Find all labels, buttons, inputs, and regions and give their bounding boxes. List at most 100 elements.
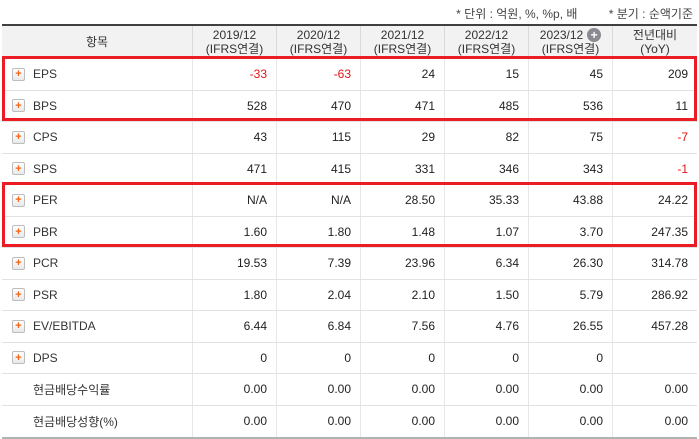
row-label: DPS (33, 350, 58, 365)
table-row--: 현금배당수익률 0.00 0.00 0.00 0.00 0.00 0.00 (2, 374, 697, 406)
value-cell: 24 (360, 59, 444, 90)
value-cell: 0 (360, 342, 444, 373)
value-cell: 11 (612, 90, 697, 121)
value-cell: 6.84 (276, 311, 360, 342)
value-cell: 115 (276, 122, 360, 153)
table-row--: 현금배당성향(%) 0.00 0.00 0.00 0.00 0.00 0.00 (2, 405, 697, 438)
value-cell: 45 (528, 59, 612, 90)
value-cell: 26.30 (528, 248, 612, 279)
value-cell: 314.78 (612, 248, 697, 279)
value-cell: -7 (612, 122, 697, 153)
row-label: PER (33, 193, 58, 208)
value-cell: 0 (192, 342, 276, 373)
plus-icon[interactable]: + (12, 288, 25, 302)
plus-icon[interactable]: + (12, 256, 25, 270)
column-header-basis: (YoY) (640, 42, 670, 56)
value-cell: 0.00 (444, 405, 528, 437)
value-cell: 43 (192, 122, 276, 153)
row-label: PSR (33, 287, 58, 302)
value-cell: 0.00 (360, 405, 444, 437)
value-cell: 0.00 (444, 374, 528, 405)
row-label-cell: 현금배당성향(%) (2, 406, 192, 438)
table-row-dps: + DPS 0 0 0 0 0 (2, 342, 697, 374)
value-cell: 7.39 (276, 248, 360, 279)
value-cell: 3.70 (528, 216, 612, 247)
row-label: PCR (33, 256, 59, 271)
table-header-row: 항목 2019/12 (IFRS연결) 2020/12 (IFRS연결) 2021/12… (2, 26, 697, 59)
value-cell: 2.10 (360, 279, 444, 310)
table-row-eps: + EPS -33 -63 24 15 45 209 (2, 59, 697, 91)
column-header-period: 2019/12 (212, 28, 257, 42)
value-cell: 0.00 (612, 405, 697, 437)
row-label-cell: + CPS (2, 122, 192, 153)
value-cell: 346 (444, 153, 528, 184)
table-row-sps: + SPS 471 415 331 346 343 -1 (2, 153, 697, 185)
plus-icon[interactable]: + (12, 67, 25, 81)
value-cell: 1.48 (360, 216, 444, 247)
value-cell: 19.53 (192, 248, 276, 279)
plus-icon[interactable]: + (12, 130, 25, 144)
value-cell: 0 (444, 342, 528, 373)
value-cell: 1.60 (192, 216, 276, 247)
column-header-period: 2020/12 (296, 28, 341, 42)
value-cell: 24.22 (612, 185, 697, 216)
value-cell: 415 (276, 153, 360, 184)
table-row-ev-ebitda: + EV/EBITDA 6.44 6.84 7.56 4.76 26.55 457.28 (2, 311, 697, 343)
value-cell: 26.55 (528, 311, 612, 342)
value-cell: 0.00 (192, 374, 276, 405)
value-cell: 29 (360, 122, 444, 153)
value-cell: 0 (276, 342, 360, 373)
row-label-cell: + DPS (2, 343, 192, 374)
row-label: EPS (33, 67, 58, 82)
row-label-cell: + PCR (2, 248, 192, 279)
value-cell: 6.34 (444, 248, 528, 279)
column-header-basis: (IFRS연결) (373, 42, 432, 56)
circle-plus-icon[interactable]: + (587, 28, 602, 42)
row-label-cell: + PSR (2, 280, 192, 311)
value-cell: 35.33 (444, 185, 528, 216)
value-cell: 15 (444, 59, 528, 90)
column-header-period: 2023/12 (539, 28, 584, 42)
column-header-basis: (IFRS연결) (457, 42, 516, 56)
value-cell: 7.56 (360, 311, 444, 342)
value-cell: 485 (444, 90, 528, 121)
value-cell: -63 (276, 59, 360, 90)
table-notes: * 단위 : 억원, %, %p, 배 * 분기 : 순액기준 (0, 0, 699, 24)
value-cell: 43.88 (528, 185, 612, 216)
plus-icon[interactable]: + (12, 351, 25, 365)
value-cell: -33 (192, 59, 276, 90)
value-cell: 471 (360, 90, 444, 121)
table-row-bps: + BPS 528 470 471 485 536 11 (2, 90, 697, 122)
column-header-2023/12: 2023/12 + (IFRS연결) (528, 26, 612, 58)
plus-icon[interactable]: + (12, 162, 25, 176)
row-label-cell: + EPS (2, 59, 192, 90)
value-cell: 343 (528, 153, 612, 184)
value-cell: 1.80 (276, 216, 360, 247)
value-cell: 82 (444, 122, 528, 153)
value-cell: 4.76 (444, 311, 528, 342)
plus-icon[interactable]: + (12, 319, 25, 333)
plus-icon[interactable]: + (12, 225, 25, 239)
column-header-period: 전년대비 (632, 28, 678, 42)
value-cell: 470 (276, 90, 360, 121)
value-cell: 247.35 (612, 216, 697, 247)
row-label: 현금배당수익률 (33, 382, 111, 397)
value-cell: 0 (528, 342, 612, 373)
column-header-전년대비: 전년대비 (YoY) (612, 26, 697, 58)
plus-icon[interactable]: + (12, 193, 25, 207)
column-header-basis: (IFRS연결) (541, 42, 600, 56)
value-cell: 1.50 (444, 279, 528, 310)
row-label: EV/EBITDA (33, 319, 96, 334)
plus-icon[interactable]: + (12, 99, 25, 113)
value-cell: 75 (528, 122, 612, 153)
value-cell: 5.79 (528, 279, 612, 310)
row-label-cell: 현금배당수익률 (2, 374, 192, 405)
row-label: BPS (33, 98, 58, 113)
table-row-cps: + CPS 43 115 29 82 75 -7 (2, 122, 697, 154)
value-cell: -1 (612, 153, 697, 184)
value-cell: 0.00 (276, 405, 360, 437)
value-cell: 471 (192, 153, 276, 184)
value-cell: N/A (276, 185, 360, 216)
row-label: SPS (33, 161, 58, 176)
